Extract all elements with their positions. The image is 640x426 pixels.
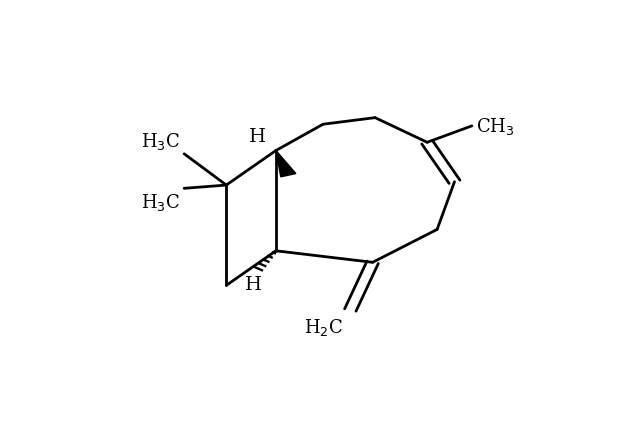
Text: H: H — [249, 127, 266, 145]
Text: H$_3$C: H$_3$C — [141, 192, 180, 213]
Text: H: H — [245, 276, 262, 294]
Text: CH$_3$: CH$_3$ — [476, 115, 515, 136]
Polygon shape — [276, 151, 296, 177]
Text: H$_3$C: H$_3$C — [141, 131, 180, 152]
Text: H$_2$C: H$_2$C — [304, 316, 343, 337]
